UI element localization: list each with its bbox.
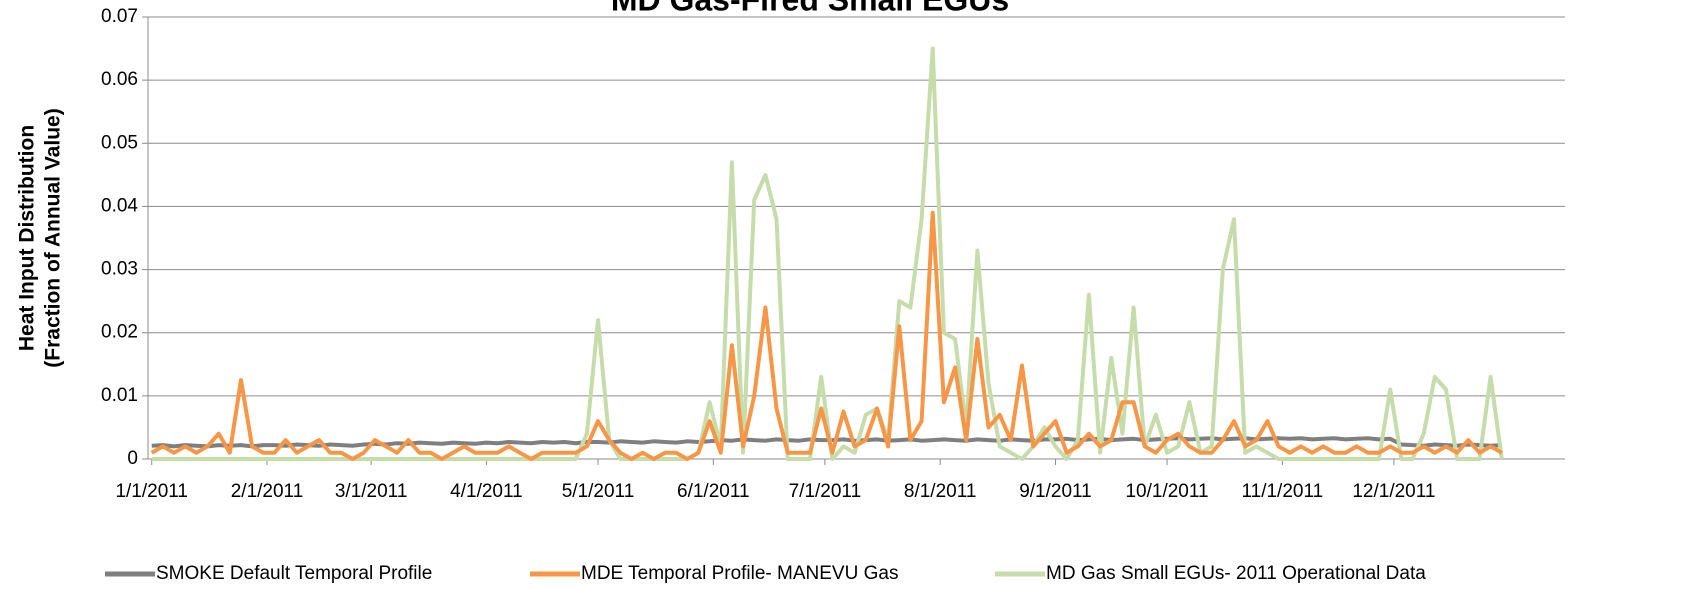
- x-tick-label: 10/1/2011: [1125, 481, 1208, 502]
- y-tick-label: 0.06: [101, 69, 138, 90]
- legend-label: SMOKE Default Temporal Profile: [156, 563, 432, 584]
- x-tick-label: 6/1/2011: [677, 481, 750, 502]
- y-tick-label: 0.07: [101, 6, 138, 27]
- x-tick-label: 12/1/2011: [1352, 481, 1435, 502]
- series-line: [151, 46, 1504, 461]
- series-line: [150, 210, 1503, 461]
- y-tick-label: 0.05: [101, 132, 138, 153]
- chart-title: MD Gas-Fired Small EGUs: [611, 0, 1009, 17]
- y-tick-label: 0: [127, 448, 138, 469]
- y-axis-label-line: (Fraction of Annual Value): [42, 108, 65, 367]
- x-tick-label: 4/1/2011: [450, 481, 523, 502]
- x-tick-label: 11/1/2011: [1241, 481, 1323, 502]
- x-tick-label: 1/1/2011: [115, 481, 188, 502]
- x-tick-label: 2/1/2011: [231, 481, 304, 502]
- x-tick-label: 9/1/2011: [1019, 481, 1092, 502]
- legend-label: MD Gas Small EGUs- 2011 Operational Data: [1046, 563, 1426, 584]
- x-tick-label: 8/1/2011: [904, 481, 977, 502]
- y-axis-label-line: Heat Input Distribution: [16, 125, 39, 351]
- y-axis-label: Heat Input Distribution (Fraction of Ann…: [16, 108, 65, 367]
- x-tick-label: 5/1/2011: [562, 481, 635, 502]
- y-tick-label: 0.03: [101, 259, 138, 280]
- y-tick-label: 0.01: [101, 385, 138, 406]
- legend-label: MDE Temporal Profile- MANEVU Gas: [581, 563, 898, 584]
- x-tick-label: 7/1/2011: [789, 481, 862, 502]
- y-tick-label: 0.04: [101, 195, 138, 216]
- y-tick-label: 0.02: [101, 322, 138, 343]
- x-tick-label: 3/1/2011: [335, 481, 408, 502]
